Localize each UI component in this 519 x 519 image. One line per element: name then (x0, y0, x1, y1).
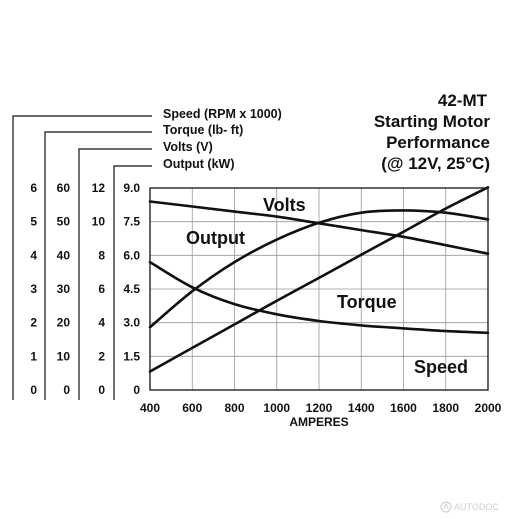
axis-bracket-torque (44, 131, 152, 400)
x-tick-label: 1000 (263, 401, 290, 415)
axis-tick-volts: 12 (92, 181, 106, 195)
axis-tick-volts: 4 (98, 316, 105, 330)
axis-tick-torque: 30 (57, 282, 71, 296)
axis-bracket-speed (12, 115, 152, 400)
axis-tick-output: 0 (133, 383, 140, 397)
axis-tick-speed: 3 (30, 282, 37, 296)
axis-legend-speed: Speed (RPM x 1000) (163, 107, 282, 121)
axis-legend-volts: Volts (V) (163, 140, 213, 154)
x-tick-label: 800 (224, 401, 244, 415)
axis-tick-volts: 6 (98, 282, 105, 296)
axis-tick-speed: 5 (30, 215, 37, 229)
axis-tick-output: 4.5 (123, 282, 140, 296)
series-label-speed: Speed (414, 357, 468, 377)
axis-tick-torque: 50 (57, 215, 71, 229)
axis-tick-output: 6.0 (123, 248, 140, 262)
series-label-torque: Torque (337, 292, 397, 312)
watermark-text: AUTODOC (454, 502, 499, 512)
x-tick-label: 1200 (306, 401, 333, 415)
chart-title-line-3: Performance (386, 133, 490, 152)
axis-tick-volts: 8 (98, 248, 105, 262)
x-tick-label: 1800 (432, 401, 459, 415)
series-label-volts: Volts (263, 195, 306, 215)
axis-bracket-volts (78, 148, 152, 400)
series-lines (148, 186, 490, 373)
x-tick-label: 600 (182, 401, 202, 415)
x-tick-label: 1600 (390, 401, 417, 415)
axis-legend-torque: Torque (lb- ft) (163, 123, 243, 137)
axis-tick-output: 7.5 (123, 215, 140, 229)
axis-tick-speed: 1 (30, 349, 37, 363)
chart-title-line-2: Starting Motor (374, 112, 491, 131)
x-tick-label: 2000 (475, 401, 502, 415)
x-tick-label: 400 (140, 401, 160, 415)
axis-tick-output: 3.0 (123, 316, 140, 330)
chart-title-line-4: (@ 12V, 25°C) (381, 154, 490, 173)
axis-tick-torque: 10 (57, 349, 71, 363)
axis-legend-output: Output (kW) (163, 157, 235, 171)
axis-tick-torque: 60 (57, 181, 71, 195)
axis-tick-output: 9.0 (123, 181, 140, 195)
axis-tick-speed: 6 (30, 181, 37, 195)
plot-frame (149, 187, 489, 391)
series-label-output: Output (186, 228, 245, 248)
x-axis-label: AMPERES (289, 415, 348, 429)
axis-tick-speed: 4 (30, 248, 37, 262)
x-tick-label: 1400 (348, 401, 375, 415)
axis-tick-speed: 2 (30, 316, 37, 330)
axis-tick-volts: 10 (92, 215, 106, 229)
axis-tick-speed: 0 (30, 383, 37, 397)
x-axis: 400 600 800 1000 1200 1400 1600 1800 2000 (140, 401, 502, 415)
axis-tick-volts: 2 (98, 349, 105, 363)
axis-tick-torque: 0 (63, 383, 70, 397)
axis-tick-output: 1.5 (123, 349, 140, 363)
axis-tick-torque: 40 (57, 248, 71, 262)
axis-tick-torque: 20 (57, 316, 71, 330)
chart-title-line-1: 42-MT (438, 91, 488, 110)
series-line-speed (148, 260, 490, 335)
watermark-logo (440, 501, 452, 513)
series-line-output (148, 209, 490, 329)
axis-bracket-output (113, 165, 152, 400)
series-line-torque (148, 186, 490, 373)
axis-tick-volts: 0 (98, 383, 105, 397)
